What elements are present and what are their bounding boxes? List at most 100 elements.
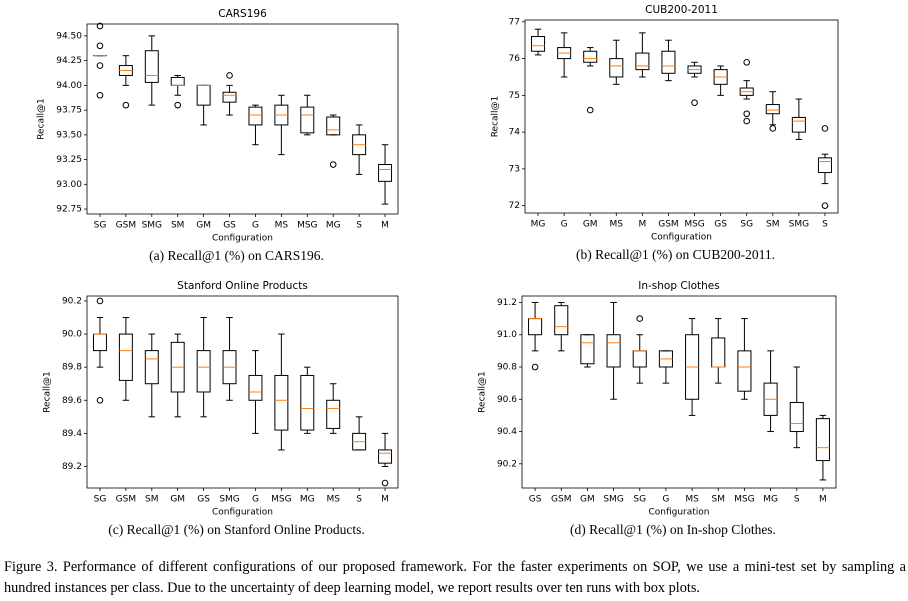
- x-axis-label: Configuration: [651, 233, 712, 243]
- box: [274, 374, 289, 431]
- y-tick-label: 72: [509, 201, 520, 211]
- x-tick-label: M: [819, 495, 827, 505]
- x-axis-label: Configuration: [212, 234, 273, 244]
- subcaption: (b) Recall@1 (%) on CUB200-2011.: [576, 247, 775, 262]
- x-tick-label: MSG: [271, 495, 291, 505]
- outlier: [122, 101, 130, 109]
- x-tick-label: S: [356, 495, 362, 505]
- box: [170, 76, 185, 86]
- y-tick-label: 92.75: [56, 205, 82, 215]
- box: [635, 52, 650, 71]
- box: [554, 305, 569, 336]
- outlier: [96, 62, 104, 69]
- outlier: [226, 72, 233, 79]
- y-tick-label: 90.4: [497, 427, 517, 437]
- box: [632, 350, 647, 368]
- x-tick-label: MG: [300, 495, 315, 505]
- outlier: [531, 363, 539, 371]
- x-tick-label: GSM: [658, 220, 678, 230]
- box: [791, 116, 806, 133]
- box: [326, 399, 341, 429]
- box: [222, 91, 237, 103]
- x-tick-label: SM: [712, 495, 725, 505]
- x-tick-label: S: [794, 495, 800, 505]
- outlier: [743, 110, 751, 118]
- y-tick-label: 93.50: [56, 130, 82, 140]
- x-tick-label: GM: [170, 495, 185, 505]
- x-tick-label: MG: [763, 495, 778, 505]
- y-tick-label: 94.50: [56, 31, 82, 41]
- plot-frame: [524, 19, 839, 214]
- y-axis-label: Recall@1: [478, 371, 488, 413]
- outlier: [329, 161, 337, 168]
- outlier: [96, 297, 104, 305]
- x-tick-label: GS: [197, 495, 210, 505]
- subcaption: (c) Recall@1 (%) on Stanford Online Prod…: [108, 522, 365, 537]
- y-axis-label: Recall@1: [491, 96, 501, 138]
- x-tick-label: SM: [145, 495, 158, 505]
- box: [765, 104, 780, 115]
- y-axis-label: Recall@1: [43, 371, 53, 413]
- y-tick-label: 73: [509, 164, 520, 174]
- box: [118, 333, 133, 381]
- x-tick-label: GS: [529, 495, 542, 505]
- subcaption: (a) Recall@1 (%) on CARS196.: [149, 248, 324, 263]
- box: [92, 333, 107, 352]
- y-tick-label: 90.6: [497, 395, 517, 405]
- x-tick-label: SMG: [789, 220, 809, 230]
- box: [378, 164, 393, 182]
- box: [661, 50, 676, 74]
- x-tick-label: SMG: [142, 221, 162, 231]
- x-tick-label: MG: [326, 221, 341, 231]
- x-axis-label: Configuration: [648, 508, 709, 518]
- x-tick-label: GS: [714, 220, 727, 230]
- x-tick-label: GM: [580, 495, 595, 505]
- box: [789, 401, 804, 433]
- box: [196, 84, 211, 106]
- x-tick-label: S: [822, 220, 828, 230]
- box: [378, 449, 393, 464]
- box: [817, 157, 832, 174]
- x-tick-label: SG: [94, 495, 107, 505]
- x-tick-label: M: [381, 221, 389, 231]
- x-tick-label: M: [638, 220, 646, 230]
- x-tick-label: SG: [633, 495, 646, 505]
- box: [300, 106, 315, 134]
- y-tick-label: 90.0: [62, 330, 82, 340]
- x-tick-label: SMG: [219, 495, 239, 505]
- figure-caption: Figure 3. Performance of different confi…: [4, 559, 906, 596]
- plot-frame: [86, 295, 399, 489]
- y-tick-label: 94.00: [56, 81, 82, 91]
- box: [711, 337, 726, 368]
- y-tick-label: 76: [509, 54, 521, 64]
- chart-title: CARS196: [218, 8, 267, 20]
- box: [326, 116, 341, 136]
- outlier: [96, 22, 104, 30]
- y-tick-label: 89.4: [62, 429, 82, 439]
- box: [248, 374, 263, 401]
- box: [144, 350, 159, 385]
- x-tick-label: SM: [171, 221, 184, 231]
- y-tick-label: 89.2: [62, 462, 82, 472]
- x-tick-label: G: [252, 495, 259, 505]
- box: [580, 334, 595, 365]
- figure: CARS196 92.75 93.00 93.25 93.50 93.75 94.00 94.…: [37, 4, 839, 537]
- x-tick-label: MS: [326, 495, 340, 505]
- x-tick-label: MG: [531, 220, 546, 230]
- x-tick-label: M: [381, 495, 389, 505]
- y-tick-label: 90.2: [497, 459, 517, 469]
- outlier: [691, 99, 698, 107]
- x-tick-label: GSM: [116, 221, 136, 231]
- x-axis-label: Configuration: [212, 508, 273, 518]
- box: [528, 318, 543, 336]
- plot-frame: [86, 23, 399, 215]
- x-tick-label: SMG: [603, 495, 623, 505]
- y-axis-label: Recall@1: [37, 98, 47, 140]
- y-tick-label: 94.25: [56, 56, 82, 66]
- y-tick-label: 91.2: [497, 298, 517, 308]
- outlier: [821, 125, 829, 132]
- plot-frame: [521, 295, 837, 489]
- y-tick-label: 89.6: [62, 396, 82, 406]
- outlier: [821, 202, 829, 209]
